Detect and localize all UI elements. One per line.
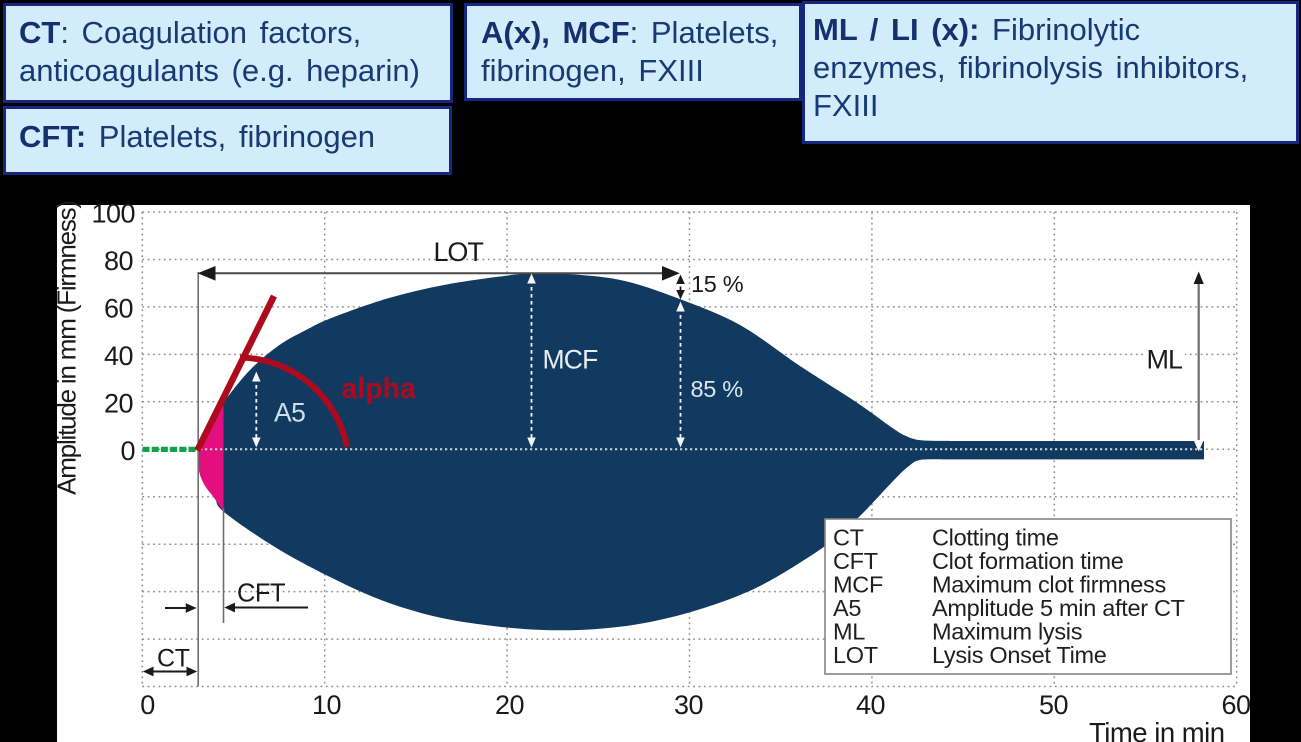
svg-text:A5: A5 xyxy=(274,398,305,428)
svg-text:Clotting time: Clotting time xyxy=(932,525,1059,551)
svg-text:LOT: LOT xyxy=(833,642,878,668)
svg-text:60: 60 xyxy=(104,293,133,323)
svg-text:MCF: MCF xyxy=(543,345,599,375)
svg-text:MCF: MCF xyxy=(833,572,883,598)
svg-text:0: 0 xyxy=(140,690,155,720)
svg-text:ML: ML xyxy=(833,619,865,645)
svg-text:Clot formation time: Clot formation time xyxy=(932,548,1124,574)
svg-text:Time in min: Time in min xyxy=(1089,717,1225,742)
svg-text:Maximum clot firmness: Maximum clot firmness xyxy=(932,572,1166,598)
svg-text:40: 40 xyxy=(104,341,133,371)
svg-text:60: 60 xyxy=(1221,690,1250,720)
svg-text:20: 20 xyxy=(104,388,133,418)
svg-text:85 %: 85 % xyxy=(691,376,744,402)
svg-text:40: 40 xyxy=(856,690,885,720)
svg-text:Maximum lysis: Maximum lysis xyxy=(932,619,1082,645)
svg-text:Lysis Onset Time: Lysis Onset Time xyxy=(932,642,1107,668)
svg-text:CFT: CFT xyxy=(237,580,285,608)
svg-text:0: 0 xyxy=(120,436,135,466)
svg-text:20: 20 xyxy=(495,690,524,720)
svg-text:80: 80 xyxy=(104,246,133,276)
svg-text:100: 100 xyxy=(91,199,135,229)
svg-text:CFT: CFT xyxy=(833,548,878,574)
svg-text:ML: ML xyxy=(1147,345,1183,375)
svg-text:50: 50 xyxy=(1039,690,1068,720)
svg-text:A5: A5 xyxy=(833,595,861,621)
svg-text:CT: CT xyxy=(157,645,190,673)
svg-text:CT: CT xyxy=(833,525,864,551)
svg-text:10: 10 xyxy=(312,690,341,720)
svg-text:Amplitude in mm (Firmness): Amplitude in mm (Firmness) xyxy=(52,201,82,495)
svg-text:Amplitude 5 min after CT: Amplitude 5 min after CT xyxy=(932,595,1185,621)
svg-text:30: 30 xyxy=(674,690,703,720)
svg-text:LOT: LOT xyxy=(434,237,484,267)
svg-text:alpha: alpha xyxy=(342,373,418,405)
svg-text:15 %: 15 % xyxy=(691,271,744,297)
